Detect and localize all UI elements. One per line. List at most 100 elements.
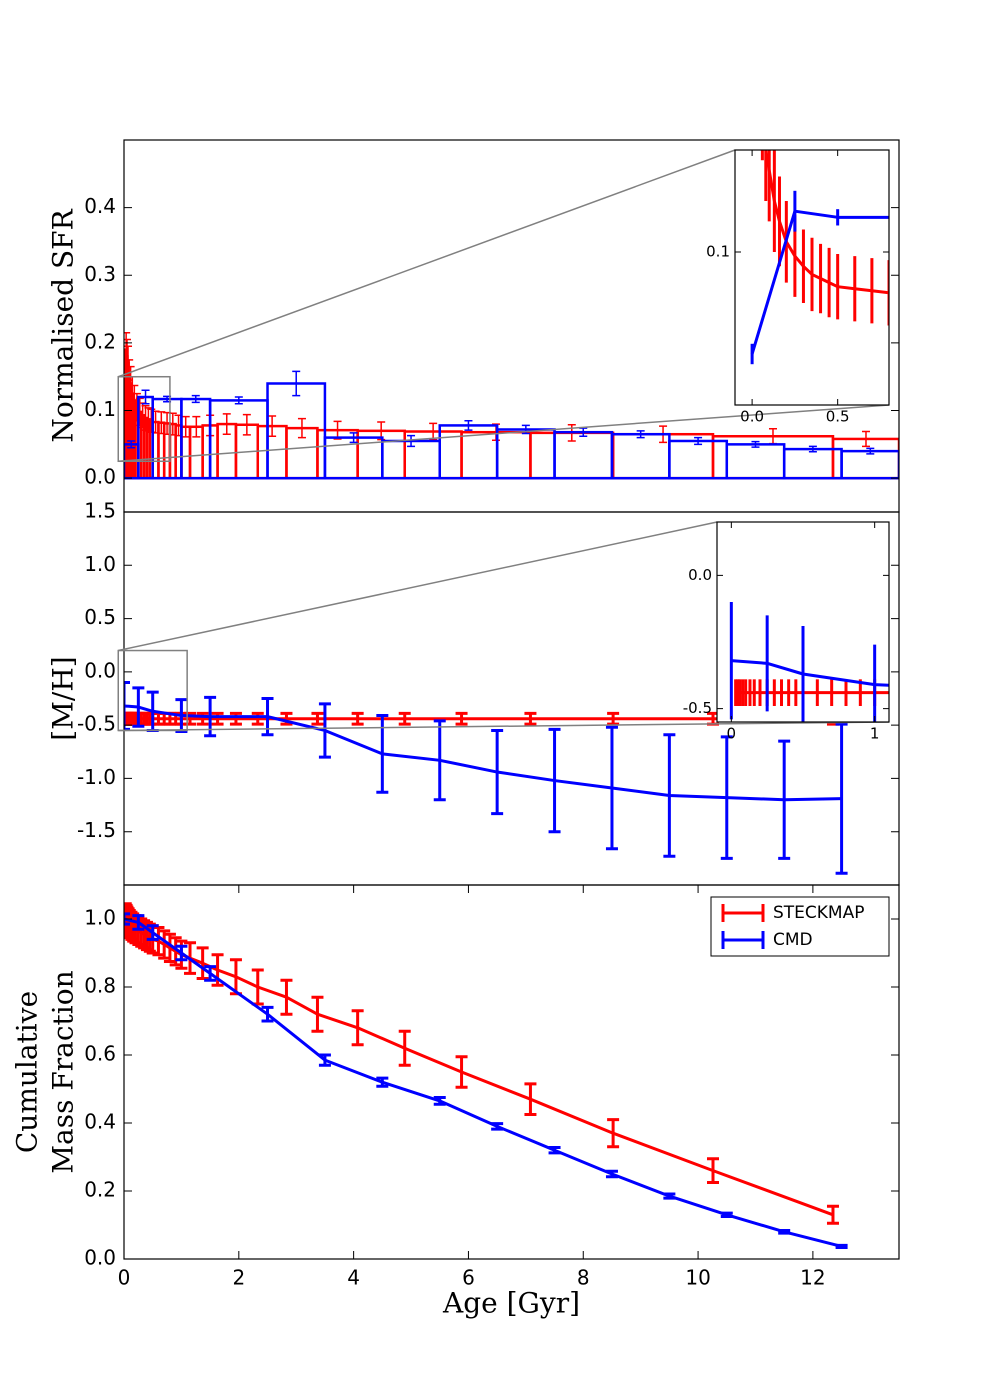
bar xyxy=(610,432,671,480)
error-bar xyxy=(311,995,324,1033)
error-bar xyxy=(778,1228,791,1235)
inset-frame xyxy=(716,521,890,723)
error-bar xyxy=(292,370,301,397)
error-bar xyxy=(548,1145,561,1155)
x-tick-label: 8 xyxy=(577,1266,590,1290)
bar xyxy=(495,428,556,480)
inset-x-tick-label: 1 xyxy=(870,725,880,743)
legend-label: CMD xyxy=(773,930,813,950)
error-bar xyxy=(866,447,875,455)
inset-frame xyxy=(734,149,890,406)
error-bar xyxy=(861,430,870,448)
error-bar xyxy=(464,419,473,431)
error-bar xyxy=(407,434,416,448)
error-bar xyxy=(720,735,733,860)
error-bar xyxy=(349,432,358,444)
error-bar xyxy=(707,1157,719,1184)
y-axis-label: Cumulative xyxy=(11,991,44,1153)
error-bar xyxy=(124,681,130,731)
x-tick-label: 2 xyxy=(232,1266,245,1290)
y-tick-label: 0.1 xyxy=(84,397,116,421)
error-bar xyxy=(268,415,277,437)
legend-swatch xyxy=(721,904,765,922)
error-bar xyxy=(808,445,817,453)
zoom-connector xyxy=(118,149,736,378)
error-bar xyxy=(192,415,201,438)
error-bar xyxy=(605,1169,618,1179)
error-bar xyxy=(376,714,389,794)
error-bar xyxy=(318,702,331,759)
error-bar xyxy=(351,1009,364,1047)
y-tick-label: 1.0 xyxy=(84,552,116,576)
error-bar xyxy=(297,417,306,439)
y-tick-label: 0.4 xyxy=(84,1110,116,1134)
inset-x-tick-label: 0.0 xyxy=(740,408,764,426)
inset-y-tick-label: 0.0 xyxy=(688,566,712,584)
error-bar xyxy=(181,415,190,438)
error-bar xyxy=(318,1053,331,1067)
series-line xyxy=(124,704,842,802)
x-tick-label: 6 xyxy=(462,1266,475,1290)
error-bar xyxy=(524,1082,537,1116)
y-axis-label: Normalised SFR xyxy=(47,208,80,442)
x-tick-label: 12 xyxy=(800,1266,825,1290)
zoom-connector xyxy=(118,404,890,463)
y-axis-label: [M/H] xyxy=(47,656,80,740)
error-bar xyxy=(311,711,324,726)
error-bar xyxy=(433,1096,446,1106)
inset-y-tick-label: -0.5 xyxy=(683,699,712,717)
y-tick-label: -0.5 xyxy=(77,712,116,736)
error-bar xyxy=(751,440,760,448)
error-bar xyxy=(175,944,188,962)
error-bar xyxy=(204,965,217,982)
error-bar xyxy=(333,420,342,440)
series-line xyxy=(731,659,889,687)
error-bar xyxy=(132,914,145,931)
error-bar xyxy=(376,1076,389,1088)
error-bar xyxy=(778,739,791,860)
inset-x-tick-label: 0.5 xyxy=(826,408,850,426)
error-bar xyxy=(242,413,251,436)
error-bar xyxy=(663,733,676,858)
bar xyxy=(553,430,614,480)
y-tick-label: 0.6 xyxy=(84,1042,116,1066)
inset-y-tick-label: 0.1 xyxy=(706,243,730,261)
y-tick-label: -1.0 xyxy=(77,765,116,789)
error-bar xyxy=(433,719,446,802)
error-bar xyxy=(491,1122,504,1131)
y-tick-label: 1.5 xyxy=(84,499,116,523)
error-bar xyxy=(398,1029,411,1067)
y-tick-label: 0.4 xyxy=(84,194,116,218)
error-bar xyxy=(607,711,620,726)
y-tick-label: -1.5 xyxy=(77,818,116,842)
error-bar xyxy=(455,1055,468,1089)
zoom-connector xyxy=(118,721,890,732)
bar xyxy=(180,397,212,480)
y-tick-label: 0.3 xyxy=(84,262,116,286)
legend-label: STECKMAP xyxy=(773,903,864,923)
error-bar xyxy=(196,946,209,980)
error-bar xyxy=(524,711,537,726)
x-tick-label: 10 xyxy=(685,1266,710,1290)
axes-frame xyxy=(123,884,900,1260)
y-tick-label: 0.5 xyxy=(84,605,116,629)
y-tick-label: 0.8 xyxy=(84,974,116,998)
error-bar xyxy=(607,1118,620,1149)
error-bar xyxy=(826,1204,839,1225)
y-tick-label: 0.2 xyxy=(84,329,116,353)
plot-area xyxy=(124,681,848,875)
error-bar xyxy=(127,440,136,449)
error-bar xyxy=(261,1005,274,1023)
error-bar xyxy=(234,396,243,405)
error-bar xyxy=(636,430,645,439)
error-bar xyxy=(222,413,231,435)
inset-plot xyxy=(729,602,889,722)
bar xyxy=(668,439,729,480)
error-bar xyxy=(280,978,293,1016)
error-bar xyxy=(124,912,130,926)
series-line xyxy=(124,916,834,1217)
bar xyxy=(725,443,786,480)
legend-frame xyxy=(710,896,890,957)
error-bar xyxy=(455,711,468,726)
